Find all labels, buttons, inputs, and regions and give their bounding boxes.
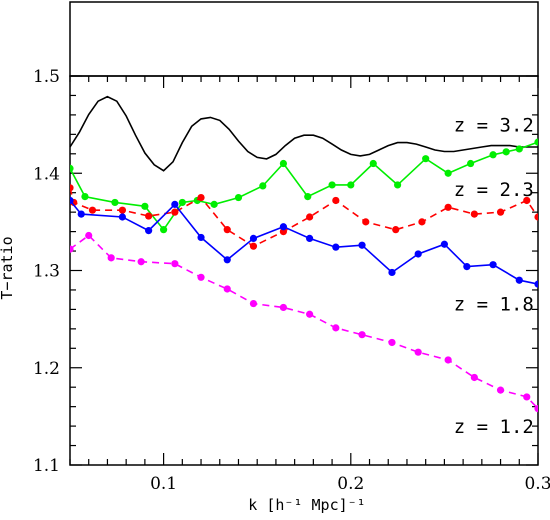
data-point-z-1-8 [145,227,153,235]
data-point-z-1-2 [496,386,505,394]
data-point-z-1-2 [85,231,93,240]
data-point-z-3-2 [502,148,510,156]
data-point-z-2-3 [197,193,205,202]
data-point-z-1-8 [70,196,74,205]
y-ticklabel: 1.2 [33,359,60,379]
data-point-z-2-3 [171,208,179,216]
data-point-z-1-2 [534,404,538,413]
annotation-z-3-2: z = 3.2 [454,115,534,137]
data-point-z-1-2 [306,310,314,318]
x-axis-label: k [h⁻¹ Mpc]⁻¹ [248,496,365,514]
data-point-z-3-2 [467,159,475,168]
data-point-z-1-8 [249,234,258,243]
y-ticklabel: 1.4 [33,164,60,184]
data-point-z-1-8 [118,213,127,221]
data-point-z-1-8 [77,210,85,218]
data-point-z-1-2 [171,260,179,268]
data-point-z-3-2 [328,181,336,189]
data-point-z-3-2 [422,155,430,163]
data-point-z-2-3 [223,226,231,234]
annotation-z-2-3: z = 2.3 [454,179,534,201]
data-point-z-3-2 [81,192,89,201]
data-point-z-1-8 [306,234,314,243]
data-point-z-1-8 [279,223,288,231]
data-point-z-1-8 [489,261,497,269]
y-ticklabel: 1.3 [33,262,60,282]
data-point-z-3-2 [444,169,452,177]
data-point-z-1-2 [358,331,366,339]
data-point-z-1-2 [332,324,340,332]
data-point-z-3-2 [279,159,288,168]
data-point-z-1-8 [197,233,205,242]
data-point-z-2-3 [392,226,400,234]
data-point-z-3-2 [259,182,267,190]
main-panel: 0.1 0.2 0.3 1.1 1.2 1.3 1.4 z = 3.2 z = 2.3 z = 1… [33,75,550,494]
data-point-z-3-2 [304,192,312,201]
data-point-z-1-8 [463,263,471,271]
data-point-z-1-8 [534,280,538,288]
data-point-z-1-2 [249,299,258,308]
data-point-z-1-8 [414,250,422,258]
data-point-z-3-2 [141,202,149,210]
data-point-z-1-2 [523,393,531,401]
data-point-z-2-3 [249,242,258,250]
data-point-z-1-2 [107,254,115,262]
data-point-z-1-2 [470,373,478,382]
data-point-z-3-2 [489,151,497,159]
data-point-z-2-3 [523,196,531,205]
data-point-z-1-2 [137,258,145,266]
data-point-z-3-2 [178,198,186,207]
annotation-z-1-2: z = 1.2 [454,416,534,438]
data-point-z-2-3 [362,218,370,226]
data-point-z-1-8 [332,243,340,251]
x-ticklabel: 0.2 [337,474,364,494]
data-point-z-3-2 [234,193,243,202]
data-point-z-1-8 [515,276,523,284]
data-point-z-2-3 [534,213,538,221]
top-frame [69,1,539,77]
x-ticklabel: 0.1 [150,474,177,494]
data-point-z-2-3 [332,196,340,205]
data-point-z-1-8 [358,241,366,249]
data-point-z-3-2 [534,138,538,146]
data-point-z-3-2 [111,198,119,207]
data-point-z-1-2 [414,348,422,356]
data-point-z-2-3 [444,203,452,211]
data-point-z-1-2 [279,303,288,312]
series-line-z-2-3 [70,187,538,248]
y-axis-label: T−ratio [0,236,16,299]
data-point-z-2-3 [496,208,505,216]
data-point-z-1-2 [444,356,452,364]
plot-area [70,138,538,413]
data-point-z-1-8 [388,268,396,277]
data-point-z-2-3 [70,184,74,192]
data-point-z-2-3 [306,213,314,221]
data-point-z-1-8 [171,200,179,208]
data-point-z-2-3 [470,210,478,218]
data-point-z-2-3 [418,218,426,226]
data-point-z-1-2 [223,285,231,293]
data-point-z-2-3 [118,206,127,214]
top-y-ticklabel: 1.5 [33,67,60,87]
data-point-z-1-2 [70,245,74,253]
data-point-z-3-2 [210,200,218,208]
data-point-z-1-2 [388,338,396,347]
data-point-z-3-2 [369,159,377,168]
data-point-z-2-3 [145,212,153,220]
data-point-z-3-2 [515,145,523,153]
data-point-z-3-2 [347,181,355,189]
data-point-z-3-2 [394,181,402,189]
data-point-z-1-2 [197,273,205,281]
data-point-z-1-8 [440,240,448,248]
y-ticklabel: 1.1 [33,456,60,476]
data-point-z-3-2 [160,226,168,234]
data-point-z-2-3 [88,206,97,214]
data-point-z-1-8 [223,256,231,264]
annotation-z-1-8: z = 1.8 [454,294,534,316]
top-series-line [69,95,538,172]
data-point-z-3-2 [70,164,74,172]
top-panel: 1.5 [33,1,539,172]
x-ticklabel: 0.3 [524,474,550,494]
